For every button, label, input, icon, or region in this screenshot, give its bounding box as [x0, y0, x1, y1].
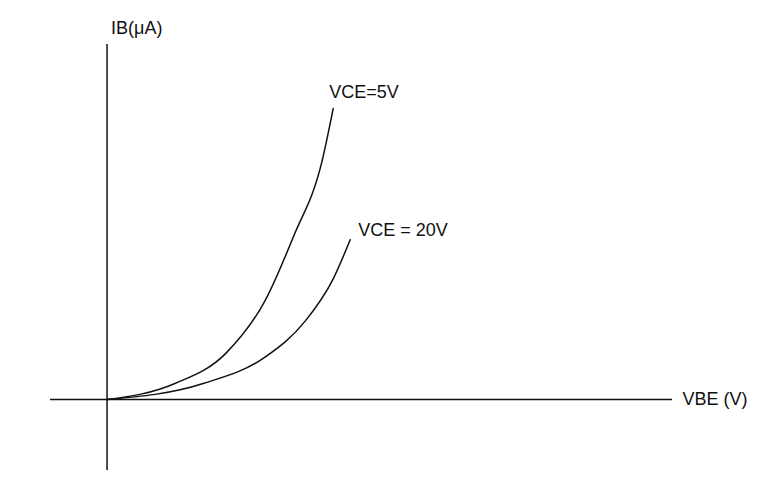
svg-text:VCE = 20V: VCE = 20V [358, 220, 448, 240]
svg-text:VCE=5V: VCE=5V [329, 82, 399, 102]
svg-text:IB(μA): IB(μA) [111, 18, 162, 38]
svg-text:VBE (V): VBE (V) [683, 389, 748, 409]
